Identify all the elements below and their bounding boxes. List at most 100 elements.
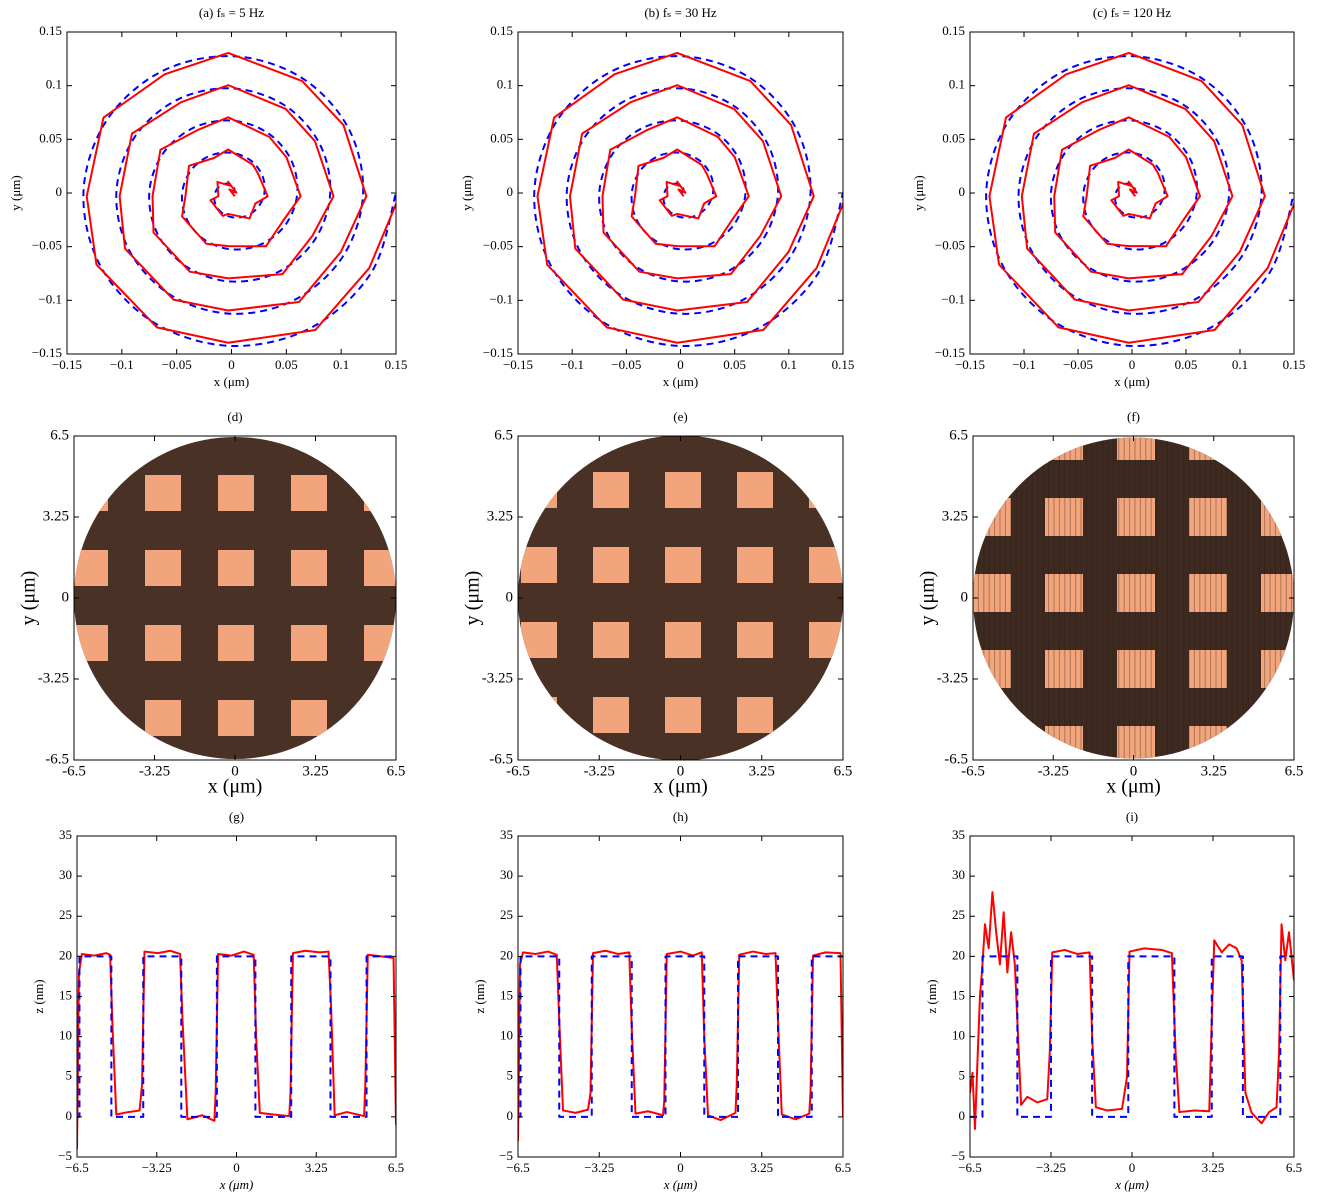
micrograph-square bbox=[1045, 574, 1083, 612]
micrograph-square bbox=[901, 346, 939, 384]
micrograph-square bbox=[364, 550, 400, 586]
micrograph-square bbox=[737, 397, 773, 433]
x-tick-label: −3.25 bbox=[142, 1160, 172, 1175]
y-tick-label: 3.25 bbox=[487, 508, 513, 524]
micrograph-square bbox=[449, 622, 485, 658]
x-axis-label: x (μm) bbox=[214, 374, 250, 389]
y-tick-label: 5 bbox=[507, 1068, 514, 1083]
x-tick-label: 0 bbox=[1129, 357, 1136, 372]
micrograph-square bbox=[665, 472, 701, 508]
x-axis-label: x (μm) bbox=[219, 1177, 254, 1192]
y-tick-label: 0.1 bbox=[46, 77, 62, 92]
y-tick-label: 0.1 bbox=[497, 77, 513, 92]
y-tick-label: 5 bbox=[959, 1068, 966, 1083]
micrograph-square bbox=[0, 475, 35, 511]
y-axis-label: z (nm) bbox=[31, 979, 46, 1013]
y-tick-label: 30 bbox=[500, 867, 513, 882]
micrograph-square bbox=[521, 697, 557, 733]
micrograph-square bbox=[145, 400, 181, 436]
y-tick-label: 0.05 bbox=[39, 130, 62, 145]
panel-title: (c) fₛ = 120 Hz bbox=[1093, 5, 1171, 20]
y-tick-label: −5 bbox=[951, 1148, 965, 1163]
micrograph-square bbox=[291, 625, 327, 661]
micrograph-square bbox=[291, 700, 327, 736]
micrograph-square bbox=[72, 625, 108, 661]
micrograph-square bbox=[72, 475, 108, 511]
micrograph-square bbox=[72, 550, 108, 586]
y-tick-label: 0 bbox=[56, 184, 63, 199]
micrograph-square bbox=[218, 325, 254, 361]
micrograph-square bbox=[291, 400, 327, 436]
micrograph-square bbox=[218, 625, 254, 661]
micrograph-square bbox=[1045, 422, 1083, 460]
y-tick-label: −0.15 bbox=[32, 345, 62, 360]
y-tick-label: 3.25 bbox=[942, 508, 968, 524]
micrograph-square bbox=[809, 397, 845, 433]
y-axis-label: y (μm) bbox=[462, 571, 484, 626]
x-tick-label: -3.25 bbox=[584, 763, 615, 779]
figure: −0.15−0.1−0.0500.050.10.15−0.15−0.1−0.05… bbox=[0, 0, 1322, 1199]
y-tick-label: 35 bbox=[952, 827, 965, 842]
micrograph-square bbox=[218, 550, 254, 586]
x-tick-label: −0.1 bbox=[110, 357, 134, 372]
y-tick-label: −0.15 bbox=[483, 345, 513, 360]
data-line bbox=[87, 53, 400, 343]
x-tick-label: −0.1 bbox=[1012, 357, 1036, 372]
micrograph-square bbox=[809, 622, 845, 658]
y-tick-label: -3.25 bbox=[38, 670, 69, 686]
y-tick-label: 15 bbox=[952, 987, 965, 1002]
page: −0.15−0.1−0.0500.050.10.15−0.15−0.1−0.05… bbox=[0, 0, 1322, 1199]
panel-title: (h) bbox=[673, 809, 688, 824]
micrograph-square bbox=[521, 547, 557, 583]
panel-title: (g) bbox=[229, 809, 244, 824]
micrograph-square bbox=[364, 625, 400, 661]
x-tick-label: 3.25 bbox=[305, 1160, 328, 1175]
micrograph-square bbox=[1045, 726, 1083, 764]
micrograph-square bbox=[1117, 726, 1155, 764]
y-tick-label: 0 bbox=[507, 1108, 514, 1123]
x-tick-label: 0.15 bbox=[385, 357, 408, 372]
y-tick-label: 0 bbox=[62, 589, 70, 605]
y-tick-label: −0.15 bbox=[935, 345, 965, 360]
data-line bbox=[970, 892, 1294, 1129]
x-tick-label: 6.5 bbox=[388, 1160, 404, 1175]
micrograph-square bbox=[973, 726, 1011, 764]
x-tick-label: 0 bbox=[228, 357, 235, 372]
x-tick-label: 0 bbox=[677, 1160, 684, 1175]
x-tick-label: 0.1 bbox=[781, 357, 797, 372]
x-axis-label: x (μm) bbox=[653, 776, 708, 798]
micrograph bbox=[0, 325, 400, 760]
micrograph-square bbox=[1261, 574, 1299, 612]
micrograph-square bbox=[449, 697, 485, 733]
y-axis-label: y (μm) bbox=[911, 175, 926, 211]
y-tick-label: −0.05 bbox=[32, 238, 62, 253]
micrograph-square bbox=[0, 400, 35, 436]
x-tick-label: 6.5 bbox=[1285, 763, 1304, 779]
panel-title: (i) bbox=[1126, 809, 1138, 824]
y-tick-label: -6.5 bbox=[489, 751, 513, 767]
x-tick-label: 6.5 bbox=[387, 763, 406, 779]
micrograph-square bbox=[593, 397, 629, 433]
y-tick-label: 0 bbox=[507, 184, 514, 199]
micrograph-square bbox=[145, 475, 181, 511]
micrograph-square bbox=[218, 475, 254, 511]
x-tick-label: −0.1 bbox=[560, 357, 584, 372]
y-tick-label: −0.05 bbox=[483, 238, 513, 253]
x-tick-label: 0.15 bbox=[832, 357, 855, 372]
micrograph-square bbox=[291, 550, 327, 586]
micrograph-square bbox=[449, 472, 485, 508]
micrograph-square bbox=[737, 697, 773, 733]
y-tick-label: 0 bbox=[506, 589, 514, 605]
y-tick-label: 35 bbox=[59, 827, 72, 842]
panel-title: (d) bbox=[227, 409, 242, 424]
x-tick-label: -3.25 bbox=[1038, 763, 1069, 779]
x-tick-label: 3.25 bbox=[749, 763, 775, 779]
micrograph-square bbox=[973, 422, 1011, 460]
micrograph-square bbox=[1261, 422, 1299, 460]
micrograph-square bbox=[809, 472, 845, 508]
y-tick-label: 10 bbox=[952, 1028, 965, 1043]
x-axis-label: x (μm) bbox=[663, 374, 699, 389]
